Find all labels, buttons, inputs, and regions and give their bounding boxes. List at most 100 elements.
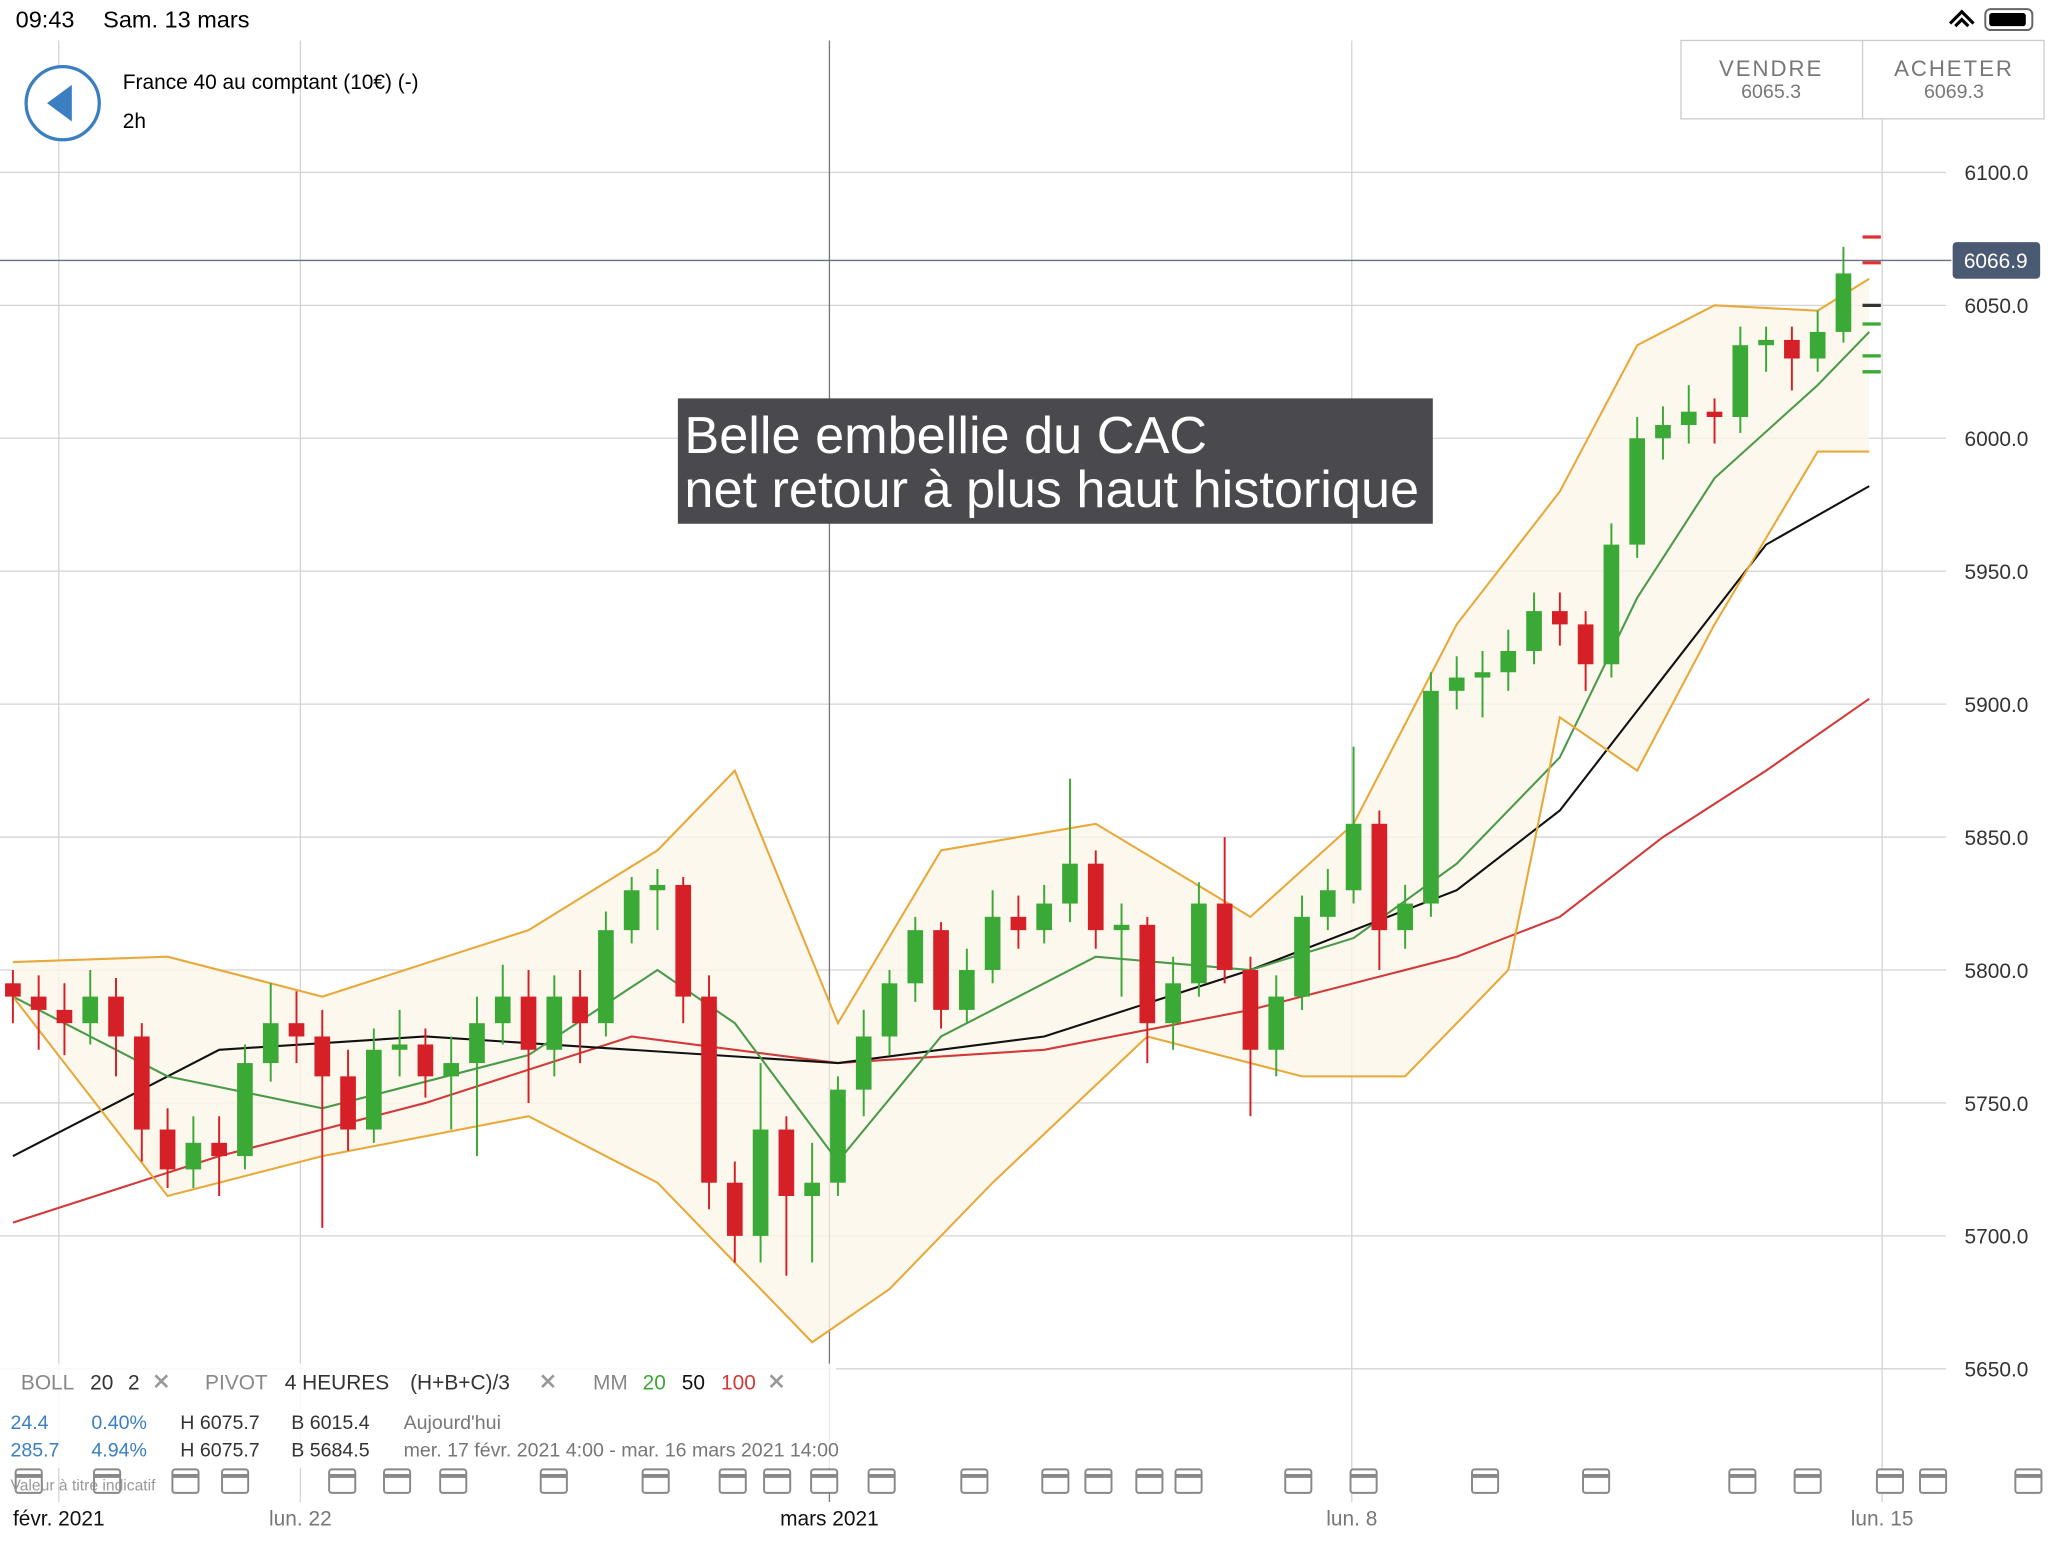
candle-body <box>391 1044 408 1050</box>
candle-body <box>572 996 588 1024</box>
y-tick-label: 6050.0 <box>1965 295 2029 318</box>
y-tick-label: 5650.0 <box>1965 1359 2029 1382</box>
calendar-icon <box>1471 1468 1500 1494</box>
annotation-line: Belle embellie du CAC <box>684 407 1207 465</box>
candle-body <box>1242 970 1259 1050</box>
candle-body <box>1139 924 1156 1024</box>
candle-body <box>211 1142 227 1157</box>
candle-body <box>752 1129 769 1236</box>
candle-body <box>1552 611 1568 625</box>
candle-body <box>1706 411 1723 418</box>
indicator-line <box>12 331 1870 1164</box>
x-tick-label: lun. 15 <box>1851 1508 1914 1531</box>
candle-body <box>1191 903 1207 984</box>
info-high: H 6075.7 <box>180 1412 259 1434</box>
candle-body <box>1732 345 1749 418</box>
footnote: Valeur à titre indicatif <box>10 1477 156 1494</box>
calendar-icon <box>221 1468 250 1494</box>
pivot-label: PIVOT <box>205 1372 268 1395</box>
mm-param: 100 <box>721 1372 756 1395</box>
candle-body <box>417 1044 434 1077</box>
candle-body <box>133 1036 150 1130</box>
candle-body <box>366 1049 382 1130</box>
indicator-legend: BOLL 20 2 PIVOT 4 HEURES (H+B+C)/3 MM 20… <box>0 1363 839 1469</box>
candle-body <box>520 996 537 1050</box>
candle-body <box>984 916 1001 971</box>
calendar-icon <box>641 1468 670 1494</box>
y-tick-label: 5750.0 <box>1965 1093 2029 1116</box>
candle-body <box>1629 438 1646 545</box>
y-tick-label: 5900.0 <box>1965 694 2029 717</box>
x-label-bg <box>241 1502 360 1534</box>
candle-body <box>1062 863 1078 904</box>
candle-body <box>959 970 975 1010</box>
calendar-icon <box>1084 1468 1113 1494</box>
candle-body <box>1784 339 1800 359</box>
boll-label: BOLL <box>21 1372 74 1395</box>
calendar-icon <box>718 1468 747 1494</box>
y-tick-label: 6100.0 <box>1965 162 2029 185</box>
remove-mm[interactable] <box>769 1374 784 1389</box>
info-low: B 5684.5 <box>291 1439 369 1461</box>
candle-body <box>185 1142 202 1170</box>
buy-label: ACHETER <box>1894 56 2014 81</box>
info-percent: 0.40% <box>91 1412 147 1434</box>
candle-body <box>30 996 47 1010</box>
candle-body <box>623 890 640 931</box>
candle-body <box>1500 650 1517 673</box>
calendar-icon <box>1793 1468 1822 1494</box>
calendar-icon <box>1041 1468 1070 1494</box>
calendar-icons <box>14 1468 2043 1494</box>
calendar-icon <box>1582 1468 1611 1494</box>
x-tick-label: lun. 22 <box>269 1508 332 1531</box>
boll-param: 20 <box>90 1372 113 1395</box>
mm-param: 50 <box>682 1372 705 1395</box>
candle-body <box>1474 672 1491 678</box>
legend-bg <box>0 1363 836 1469</box>
candle-body <box>108 996 124 1037</box>
candle-body <box>855 1036 872 1090</box>
candle-body <box>1216 903 1233 971</box>
candle-body <box>340 1076 356 1130</box>
calendar-icon <box>1728 1468 1757 1494</box>
pivot-param: (H+B+C)/3 <box>410 1372 510 1395</box>
candle-body <box>701 996 717 1183</box>
info-value: 285.7 <box>10 1439 59 1461</box>
candle-body <box>1603 544 1620 665</box>
candle-body <box>1268 996 1285 1050</box>
chart: 5650.0 5700.0 5750.0 5800.0 5850.0 5900.0 5950… <box>0 40 2041 1534</box>
candle-body <box>314 1036 331 1077</box>
candle-body <box>1655 424 1671 439</box>
candle-body <box>1036 903 1053 931</box>
candle-body <box>1319 890 1336 917</box>
candle-body <box>5 983 21 997</box>
remove-pivot[interactable] <box>541 1374 555 1389</box>
calendar-icon <box>439 1468 468 1494</box>
y-tick-label: 5850.0 <box>1965 827 2029 850</box>
x-label-bg <box>1823 1502 1941 1534</box>
info-value: 24.4 <box>10 1412 48 1434</box>
calendar-icon <box>810 1468 839 1494</box>
calendar-icon <box>2014 1468 2043 1494</box>
calendar-icon <box>1349 1468 1378 1494</box>
candle-body <box>494 996 511 1024</box>
sell-price: 6065.3 <box>1741 81 1801 103</box>
candle-body <box>778 1129 795 1197</box>
candle-body <box>804 1182 820 1197</box>
candle-body <box>1010 916 1027 931</box>
boll-param: 2 <box>128 1372 140 1395</box>
candle-body <box>1680 411 1697 425</box>
back-button[interactable] <box>24 64 101 142</box>
candle-body <box>1758 339 1774 346</box>
candle-body <box>469 1023 485 1064</box>
calendar-icon <box>1919 1468 1948 1494</box>
mm-label: MM <box>593 1372 628 1395</box>
calendar-icon <box>171 1468 200 1494</box>
calendar-icon <box>763 1468 792 1494</box>
calendar-icon <box>867 1468 896 1494</box>
candle-body <box>159 1129 176 1170</box>
remove-boll[interactable] <box>154 1374 169 1389</box>
